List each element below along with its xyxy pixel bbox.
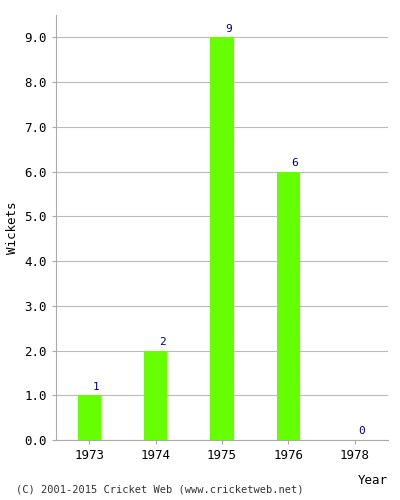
Y-axis label: Wickets: Wickets xyxy=(6,201,19,254)
Text: 0: 0 xyxy=(358,426,365,436)
Text: 1: 1 xyxy=(92,382,99,392)
Bar xyxy=(78,396,101,440)
Bar xyxy=(210,38,234,440)
Bar xyxy=(277,172,300,440)
Text: 6: 6 xyxy=(292,158,298,168)
Text: (C) 2001-2015 Cricket Web (www.cricketweb.net): (C) 2001-2015 Cricket Web (www.cricketwe… xyxy=(16,485,304,495)
Text: Year: Year xyxy=(358,474,388,487)
Bar xyxy=(144,350,167,440)
Text: 9: 9 xyxy=(225,24,232,34)
Text: 2: 2 xyxy=(159,337,166,347)
